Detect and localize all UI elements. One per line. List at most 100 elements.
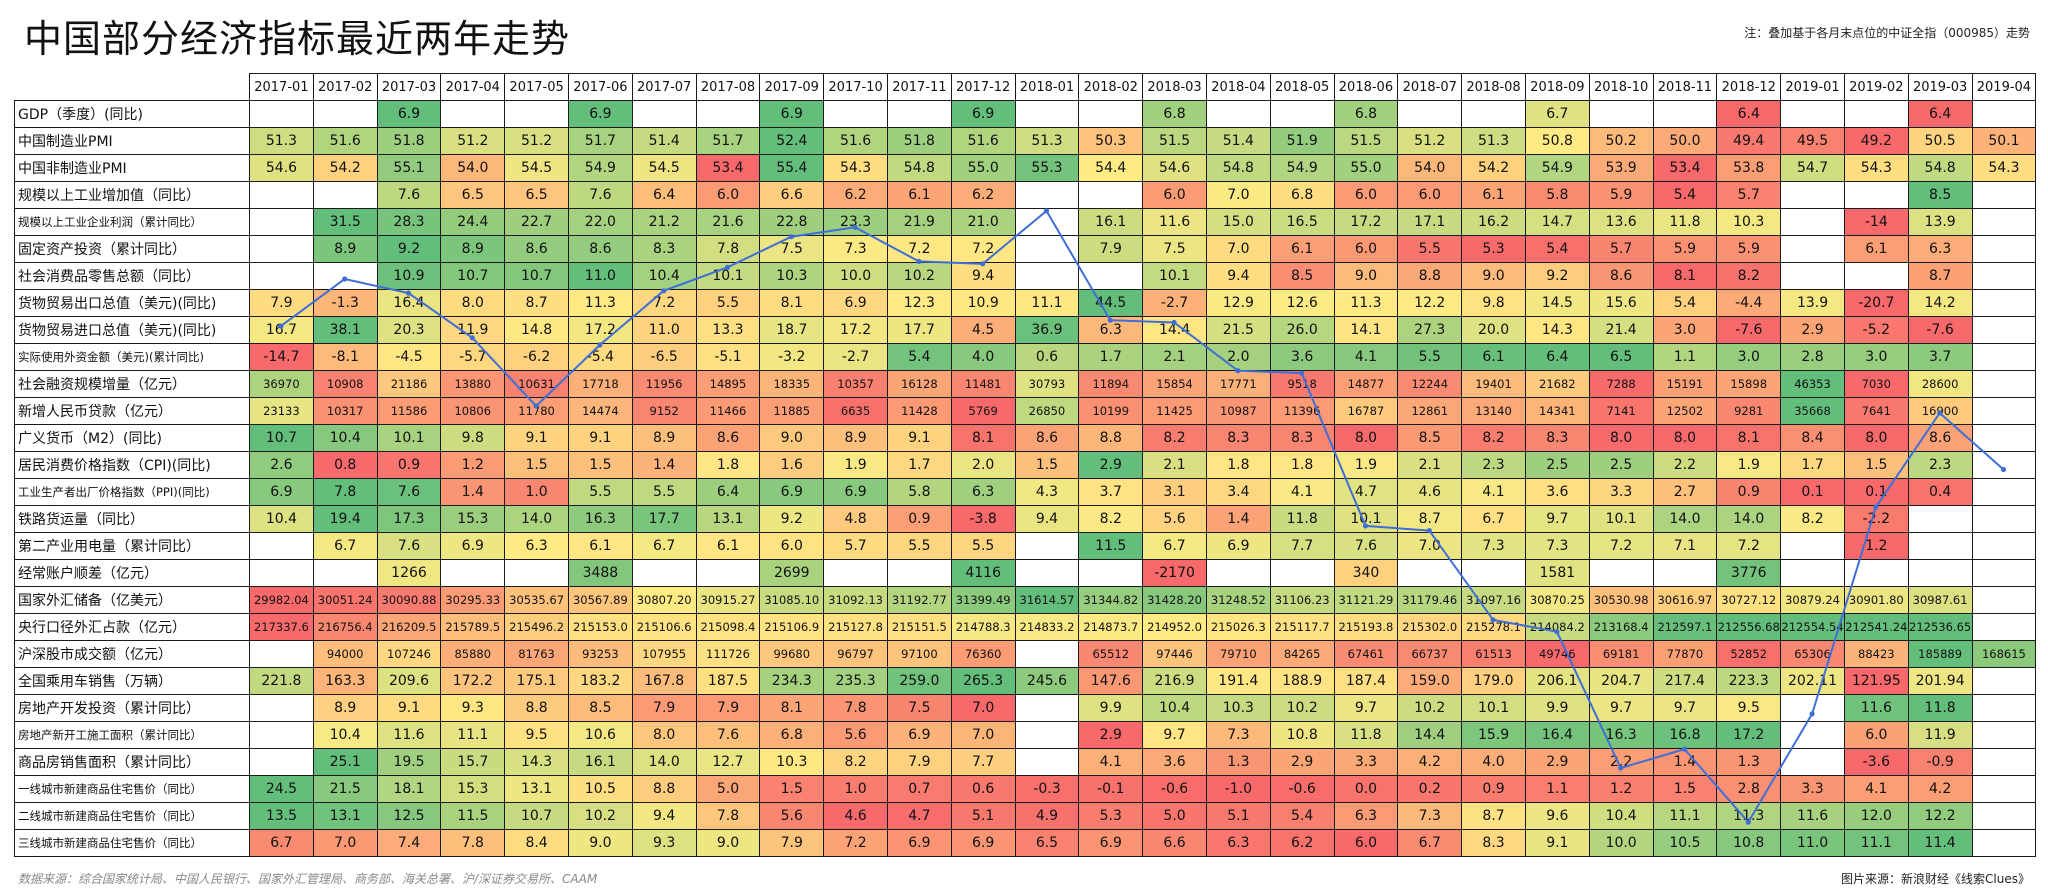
value-cell: 2.9 bbox=[1078, 721, 1144, 749]
value-cell: 11.1 bbox=[1843, 829, 1909, 857]
value-cell: 10.9 bbox=[376, 262, 442, 290]
value-cell bbox=[312, 181, 378, 209]
value-cell bbox=[249, 721, 314, 749]
indicator-row: GDP（季度）(同比) 6.9 6.9 6.9 6.9 6.8 6.8 6.7 6.4 6.4 bbox=[14, 100, 2037, 128]
value-cell: 10.1 bbox=[1588, 505, 1654, 533]
value-cell: 11.8 bbox=[1907, 694, 1973, 722]
value-cell: 52.4 bbox=[759, 127, 825, 155]
value-cell: 212597.1 bbox=[1652, 613, 1718, 641]
value-cell: 16.1 bbox=[1078, 208, 1144, 236]
value-cell: 9.0 bbox=[1461, 262, 1526, 290]
value-cell: 2.8 bbox=[1716, 775, 1782, 803]
month-header: 2017-02 bbox=[312, 73, 378, 101]
value-cell: 1.8 bbox=[695, 451, 761, 479]
value-cell: 5.0 bbox=[695, 775, 761, 803]
value-cell: 65512 bbox=[1078, 640, 1144, 668]
indicator-row: 房地产开发投资（累计同比） 8.9 9.1 9.3 8.8 8.5 7.9 7.9 8.1 7.8… bbox=[14, 694, 2037, 722]
value-cell: 10.7 bbox=[440, 262, 506, 290]
value-cell: 30901.80 bbox=[1843, 586, 1909, 614]
value-cell: 54.4 bbox=[1078, 154, 1144, 182]
value-cell: 13.6 bbox=[1588, 208, 1654, 236]
value-cell bbox=[823, 100, 888, 128]
indicator-label: 一线城市新建商品住宅售价（同比） bbox=[14, 775, 250, 803]
value-cell: 30879.24 bbox=[1780, 586, 1845, 614]
value-cell: 2.8 bbox=[1780, 343, 1845, 371]
value-cell: 50.8 bbox=[1524, 127, 1590, 155]
value-cell: 4.1 bbox=[1333, 343, 1399, 371]
value-cell: 18335 bbox=[759, 370, 825, 398]
value-cell: 10.1 bbox=[1142, 262, 1207, 290]
value-cell: 21.6 bbox=[695, 208, 761, 236]
value-cell: -1.0 bbox=[1205, 775, 1271, 803]
value-cell: 9.1 bbox=[567, 424, 633, 452]
value-cell: 14.1 bbox=[1333, 316, 1399, 344]
value-cell: 16128 bbox=[886, 370, 952, 398]
value-cell: 15898 bbox=[1716, 370, 1782, 398]
value-cell: 15854 bbox=[1142, 370, 1207, 398]
value-cell: 53.4 bbox=[695, 154, 761, 182]
indicator-row: 沪深股市成交额（亿元） 94000 107246 85880 81763 93253 107… bbox=[14, 640, 2037, 668]
value-cell: 53.4 bbox=[1652, 154, 1718, 182]
value-cell: 11.3 bbox=[1333, 289, 1399, 317]
value-cell: 1.7 bbox=[1780, 451, 1845, 479]
value-cell: -0.3 bbox=[1014, 775, 1080, 803]
value-cell: 191.4 bbox=[1205, 667, 1271, 695]
value-cell: 7030 bbox=[1843, 370, 1909, 398]
data-source: 数据来源：综合国家统计局、中国人民银行、国家外汇管理局、商务部、海关总署、沪/深… bbox=[18, 872, 598, 886]
value-cell: 1.5 bbox=[1652, 775, 1718, 803]
value-cell: 9.9 bbox=[1078, 694, 1144, 722]
value-cell: 31.5 bbox=[312, 208, 378, 236]
indicator-heatmap-table: 2017-01 2017-02 2017-03 2017-04 2017-05 2017-… bbox=[14, 73, 2037, 857]
value-cell: 15.3 bbox=[440, 505, 506, 533]
value-cell: 5.8 bbox=[1524, 181, 1590, 209]
value-cell: 15.3 bbox=[440, 775, 506, 803]
value-cell: 216756.4 bbox=[312, 613, 378, 641]
value-cell: 44.5 bbox=[1078, 289, 1144, 317]
value-cell: 7.8 bbox=[695, 802, 761, 830]
value-cell: 9.3 bbox=[631, 829, 697, 857]
value-cell: 6.3 bbox=[1333, 802, 1399, 830]
value-cell: 11.0 bbox=[567, 262, 633, 290]
month-header: 2017-12 bbox=[950, 73, 1016, 101]
value-cell: 93253 bbox=[567, 640, 633, 668]
indicator-label: 房地产开发投资（累计同比） bbox=[14, 694, 250, 722]
value-cell bbox=[1971, 694, 2037, 722]
value-cell: 51.4 bbox=[1205, 127, 1271, 155]
indicator-row: 货物贸易出口总值（美元)(同比) 7.9 -1.3 16.4 8.0 8.7 11.3 7.2… bbox=[14, 289, 2037, 317]
value-cell: 11.8 bbox=[1652, 208, 1718, 236]
value-cell: 11.8 bbox=[1333, 721, 1399, 749]
value-cell bbox=[1971, 505, 2037, 533]
value-cell: 7.8 bbox=[695, 235, 761, 263]
value-cell: 1.0 bbox=[823, 775, 888, 803]
value-cell: 31614.57 bbox=[1014, 586, 1080, 614]
value-cell: 55.3 bbox=[1014, 154, 1080, 182]
value-cell: 24.4 bbox=[440, 208, 506, 236]
value-cell: 7288 bbox=[1588, 370, 1654, 398]
value-cell: 168615 bbox=[1971, 640, 2037, 668]
value-cell: 16900 bbox=[1907, 397, 1973, 425]
value-cell: 6.7 bbox=[312, 532, 378, 560]
value-cell: 9.1 bbox=[376, 694, 442, 722]
value-cell: 7.8 bbox=[823, 694, 888, 722]
value-cell: 0.0 bbox=[1333, 775, 1399, 803]
value-cell: 6.0 bbox=[1333, 235, 1399, 263]
value-cell bbox=[1205, 559, 1271, 587]
value-cell: 215153.0 bbox=[567, 613, 633, 641]
value-cell: 11.6 bbox=[376, 721, 442, 749]
value-cell: 51.6 bbox=[823, 127, 888, 155]
value-cell: 6.4 bbox=[1907, 100, 1973, 128]
value-cell: 35668 bbox=[1780, 397, 1845, 425]
value-cell: 4.2 bbox=[1907, 775, 1973, 803]
value-cell: 2.2 bbox=[1652, 451, 1718, 479]
value-cell: 49.5 bbox=[1780, 127, 1845, 155]
value-cell: 6.0 bbox=[1142, 181, 1207, 209]
value-cell: 31106.23 bbox=[1269, 586, 1335, 614]
value-cell: 17.2 bbox=[1333, 208, 1399, 236]
value-cell: 11.8 bbox=[1269, 505, 1335, 533]
value-cell: 30535.67 bbox=[504, 586, 569, 614]
value-cell: 3.6 bbox=[1142, 748, 1207, 776]
value-cell: 7.0 bbox=[312, 829, 378, 857]
value-cell: 26850 bbox=[1014, 397, 1080, 425]
value-cell: 8.2 bbox=[1716, 262, 1782, 290]
value-cell: 8.1 bbox=[759, 289, 825, 317]
